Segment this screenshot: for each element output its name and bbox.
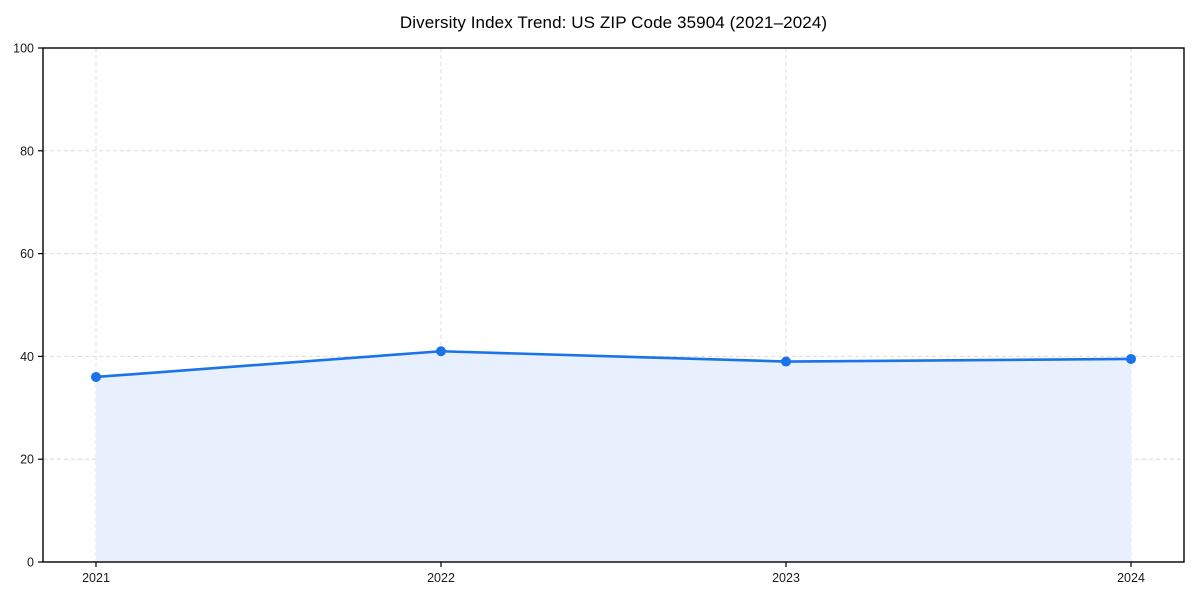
y-axis-tick-label: 100 (13, 42, 34, 56)
x-axis-tick-label: 2021 (82, 571, 110, 585)
y-axis-tick-label: 20 (20, 453, 34, 467)
trend-line (94, 349, 1133, 379)
area-fill (96, 351, 1131, 562)
y-axis-tick-label: 80 (20, 144, 34, 158)
y-axis-tick-label: 0 (27, 556, 34, 570)
y-axis-tick-label: 60 (20, 247, 34, 261)
x-axis-tick-label: 2023 (772, 571, 800, 585)
x-axis-tick-label: 2022 (427, 571, 455, 585)
data-point-2022 (436, 346, 446, 357)
axes-frame (42, 47, 1185, 563)
chart-title: Diversity Index Trend: US ZIP Code 35904… (399, 13, 828, 32)
data-point-2021 (91, 371, 101, 382)
y-axis-tick-label: 40 (20, 350, 34, 364)
data-point-2023 (781, 356, 791, 367)
x-axis-tick-label: 2024 (1117, 571, 1145, 585)
data-point-2024 (1126, 353, 1136, 364)
